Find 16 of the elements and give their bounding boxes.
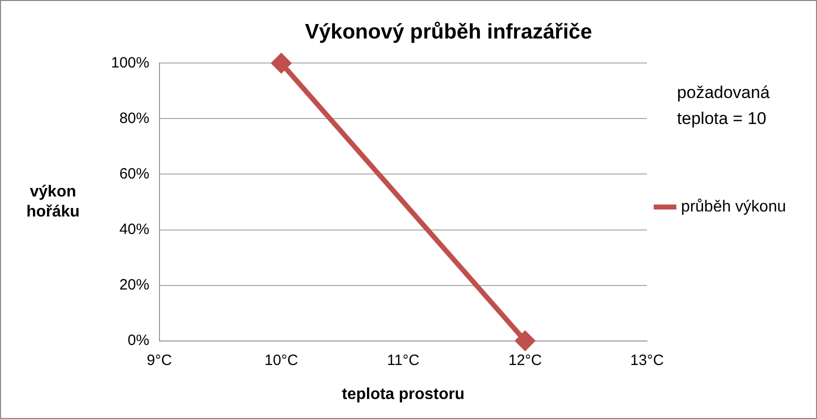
y-tick-label: 60%: [119, 165, 150, 182]
y-axis-title: výkon hořáku: [26, 183, 80, 220]
y-tick-label: 40%: [119, 220, 150, 238]
chart-title: Výkonový průběh infrazářiče: [304, 20, 592, 44]
y-tick-label: 100%: [110, 54, 150, 72]
x-tick-label: 12°C: [508, 352, 542, 369]
y-tick-label: 80%: [119, 110, 150, 127]
text: požadovaná teplota = 10: [677, 82, 770, 128]
y-tick-label: 20%: [119, 276, 150, 294]
legend-label: průběh výkonu: [681, 198, 786, 216]
x-axis-title: teplota prostoru: [342, 386, 465, 403]
y-tick-label: 0%: [128, 332, 150, 349]
x-tick-label: 10°C: [264, 352, 298, 369]
x-tick-label: 13°C: [630, 352, 664, 369]
x-tick-label: 11°C: [387, 352, 420, 369]
x-tick-label: 9°C: [146, 352, 172, 369]
